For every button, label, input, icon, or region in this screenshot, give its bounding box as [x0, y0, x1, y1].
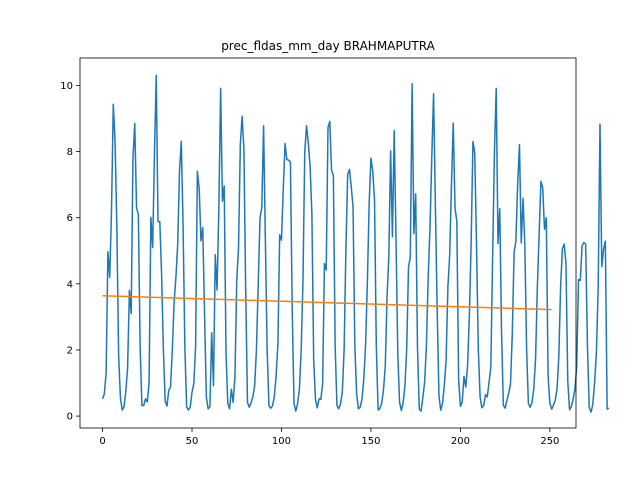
x-tick-label: 200 [451, 436, 470, 447]
y-tick-label: 8 [67, 147, 73, 158]
x-tick-label: 100 [272, 436, 291, 447]
chart-title: prec_fldas_mm_day BRAHMAPUTRA [221, 39, 435, 53]
y-axis: 0 2 4 6 8 10 [60, 81, 80, 423]
x-axis: 0 50 100 150 200 250 [99, 428, 559, 447]
plot-frame [79, 57, 577, 429]
x-tick-label: 250 [540, 436, 559, 447]
trend-line [102, 294, 552, 311]
x-tick-label: 150 [361, 436, 380, 447]
y-tick-label: 6 [67, 213, 73, 224]
y-tick-label: 0 [67, 412, 73, 423]
x-tick-label: 0 [99, 436, 105, 447]
plot-series [101, 74, 610, 413]
series-line [101, 74, 610, 413]
y-tick-label: 4 [67, 279, 73, 290]
x-tick-label: 50 [186, 436, 199, 447]
y-tick-label: 2 [67, 345, 73, 356]
y-tick-label: 10 [60, 81, 73, 92]
